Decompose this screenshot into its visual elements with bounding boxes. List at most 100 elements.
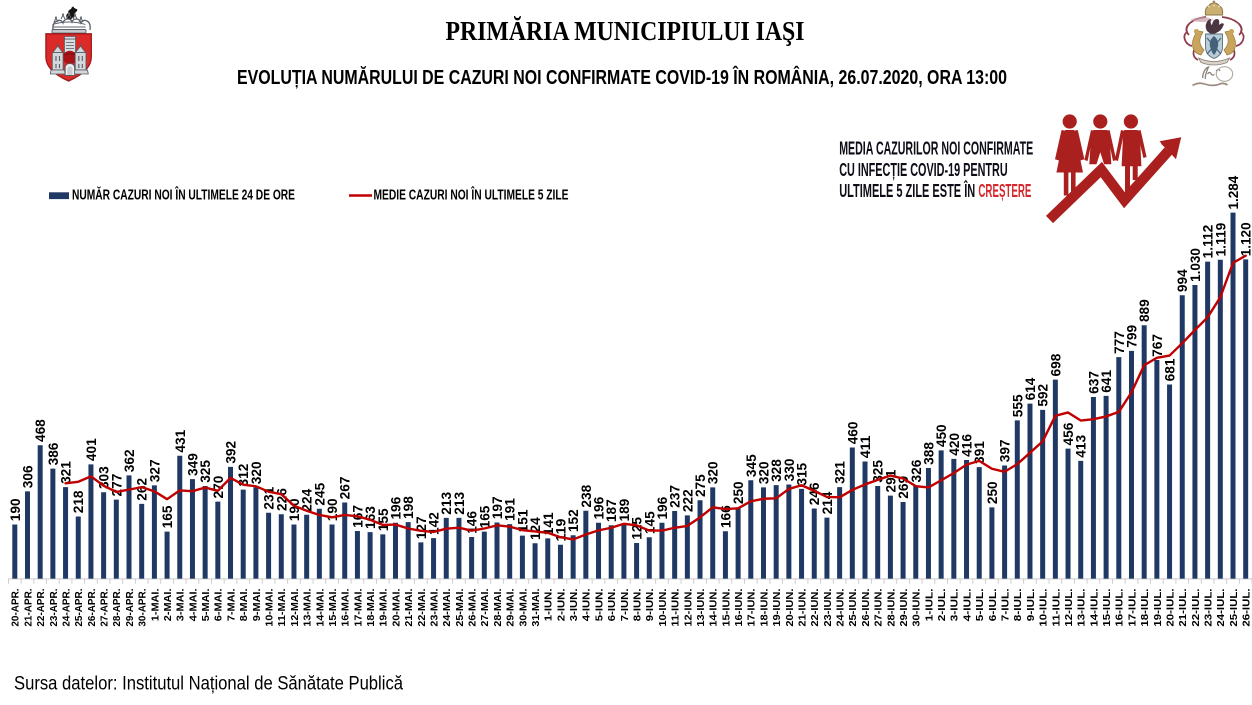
svg-text:1.112: 1.112 — [1200, 224, 1216, 258]
svg-text:24-MAI.: 24-MAI. — [441, 588, 453, 626]
svg-text:MEDIA CAZURILOR NOI CONFIRMATE: MEDIA CAZURILOR NOI CONFIRMATE — [839, 137, 1033, 158]
svg-text:1.120: 1.120 — [1238, 222, 1252, 256]
svg-text:7-IUL.: 7-IUL. — [1000, 588, 1012, 621]
svg-text:23-IUN.: 23-IUN. — [822, 588, 834, 626]
svg-text:15-MAI.: 15-MAI. — [327, 588, 339, 626]
svg-text:994: 994 — [1174, 269, 1190, 292]
svg-text:21-MAI.: 21-MAI. — [403, 588, 415, 626]
svg-text:767: 767 — [1149, 334, 1165, 357]
svg-text:799: 799 — [1123, 325, 1139, 348]
svg-text:27-MAI.: 27-MAI. — [479, 588, 491, 626]
svg-text:NUMĂR CAZURI NOI ÎN ULTIMELE 2: NUMĂR CAZURI NOI ÎN ULTIMELE 24 DE ORE — [72, 186, 295, 204]
svg-text:450: 450 — [933, 424, 949, 447]
svg-text:141: 141 — [540, 512, 556, 535]
svg-text:388: 388 — [920, 442, 936, 465]
svg-text:681: 681 — [1162, 358, 1178, 381]
svg-text:30-MAI.: 30-MAI. — [517, 588, 529, 626]
svg-text:11-IUN.: 11-IUN. — [670, 588, 682, 626]
svg-text:196: 196 — [654, 497, 670, 520]
svg-text:7-IUN.: 7-IUN. — [619, 588, 631, 621]
svg-text:4-IUN.: 4-IUN. — [581, 588, 593, 621]
svg-text:16-IUN.: 16-IUN. — [733, 588, 745, 626]
svg-text:124: 124 — [527, 517, 543, 540]
svg-text:14-IUL.: 14-IUL. — [1088, 588, 1100, 626]
svg-text:401: 401 — [83, 438, 99, 461]
svg-text:641: 641 — [1098, 370, 1114, 393]
svg-text:397: 397 — [997, 439, 1013, 462]
svg-text:196: 196 — [387, 497, 403, 520]
svg-text:MEDIE CAZURI NOI ÎN ULTIMELE 5: MEDIE CAZURI NOI ÎN ULTIMELE 5 ZILE — [374, 186, 569, 204]
svg-text:555: 555 — [1009, 394, 1025, 417]
svg-text:197: 197 — [489, 496, 505, 519]
svg-text:19-IUL.: 19-IUL. — [1152, 588, 1164, 626]
svg-text:146: 146 — [464, 511, 480, 534]
svg-text:125: 125 — [629, 517, 645, 540]
svg-text:19-IUN.: 19-IUN. — [771, 588, 783, 626]
svg-text:5-IUN.: 5-IUN. — [593, 588, 605, 621]
svg-text:6-IUN.: 6-IUN. — [606, 588, 618, 621]
svg-text:213: 213 — [438, 492, 454, 515]
svg-text:237: 237 — [667, 485, 683, 508]
svg-text:320: 320 — [248, 461, 264, 484]
svg-text:163: 163 — [362, 506, 378, 529]
svg-text:320: 320 — [705, 461, 721, 484]
svg-text:411: 411 — [857, 435, 873, 458]
svg-text:218: 218 — [70, 490, 86, 513]
svg-text:330: 330 — [781, 458, 797, 481]
svg-text:431: 431 — [172, 430, 188, 453]
svg-text:20-MAI.: 20-MAI. — [390, 588, 402, 626]
svg-text:22-MAI.: 22-MAI. — [416, 588, 428, 626]
svg-text:14-IUN.: 14-IUN. — [708, 588, 720, 626]
svg-text:31-MAI.: 31-MAI. — [530, 588, 542, 626]
svg-text:17-IUL.: 17-IUL. — [1126, 588, 1138, 626]
svg-text:22-IUN.: 22-IUN. — [809, 588, 821, 626]
svg-text:325: 325 — [870, 460, 886, 483]
svg-text:275: 275 — [692, 474, 708, 497]
svg-text:26-APR.: 26-APR. — [86, 588, 98, 626]
svg-text:262: 262 — [134, 478, 150, 501]
svg-text:142: 142 — [426, 512, 442, 535]
svg-text:326: 326 — [908, 459, 924, 482]
svg-text:24-IUL.: 24-IUL. — [1215, 588, 1227, 626]
svg-text:29-APR.: 29-APR. — [124, 588, 136, 626]
svg-text:13-IUL.: 13-IUL. — [1076, 588, 1088, 626]
svg-text:26-IUN.: 26-IUN. — [860, 588, 872, 626]
svg-text:1.030: 1.030 — [1187, 248, 1203, 282]
svg-text:11-MAI.: 11-MAI. — [276, 588, 288, 626]
svg-text:592: 592 — [1035, 384, 1051, 407]
svg-text:23-IUL.: 23-IUL. — [1203, 588, 1215, 626]
svg-text:391: 391 — [971, 441, 987, 464]
svg-text:7-MAI.: 7-MAI. — [225, 588, 237, 621]
svg-text:5-MAI.: 5-MAI. — [200, 588, 212, 621]
svg-text:3-IUN.: 3-IUN. — [568, 588, 580, 621]
svg-text:321: 321 — [58, 461, 74, 484]
svg-text:25-IUN.: 25-IUN. — [847, 588, 859, 626]
svg-text:5-IUL.: 5-IUL. — [974, 588, 986, 621]
svg-text:190: 190 — [286, 498, 302, 521]
svg-text:Sursa datelor: Institutul Nați: Sursa datelor: Institutul Național de Să… — [14, 674, 403, 695]
svg-text:6-MAI.: 6-MAI. — [213, 588, 225, 621]
svg-text:21-IUL.: 21-IUL. — [1177, 588, 1189, 626]
svg-text:190: 190 — [7, 498, 23, 521]
svg-text:1-IUL.: 1-IUL. — [923, 588, 935, 621]
svg-text:224: 224 — [299, 489, 315, 512]
svg-text:8-IUN.: 8-IUN. — [631, 588, 643, 621]
svg-text:16-MAI.: 16-MAI. — [340, 588, 352, 626]
svg-text:21-APR.: 21-APR. — [22, 588, 34, 626]
svg-text:166: 166 — [717, 505, 733, 528]
svg-text:222: 222 — [679, 489, 695, 512]
svg-text:151: 151 — [514, 509, 530, 532]
svg-text:312: 312 — [235, 463, 251, 486]
svg-text:267: 267 — [337, 476, 353, 499]
svg-text:2-IUL.: 2-IUL. — [936, 588, 948, 621]
svg-text:28-IUN.: 28-IUN. — [885, 588, 897, 626]
svg-text:20-IUN.: 20-IUN. — [784, 588, 796, 626]
svg-text:270: 270 — [210, 475, 226, 498]
svg-text:198: 198 — [400, 496, 416, 519]
svg-text:889: 889 — [1136, 299, 1152, 322]
svg-text:CREȘTERE: CREȘTERE — [978, 180, 1031, 201]
svg-text:306: 306 — [19, 465, 35, 488]
svg-text:2-MAI.: 2-MAI. — [162, 588, 174, 621]
svg-text:327: 327 — [146, 459, 162, 482]
svg-text:25-IUL.: 25-IUL. — [1228, 588, 1240, 626]
